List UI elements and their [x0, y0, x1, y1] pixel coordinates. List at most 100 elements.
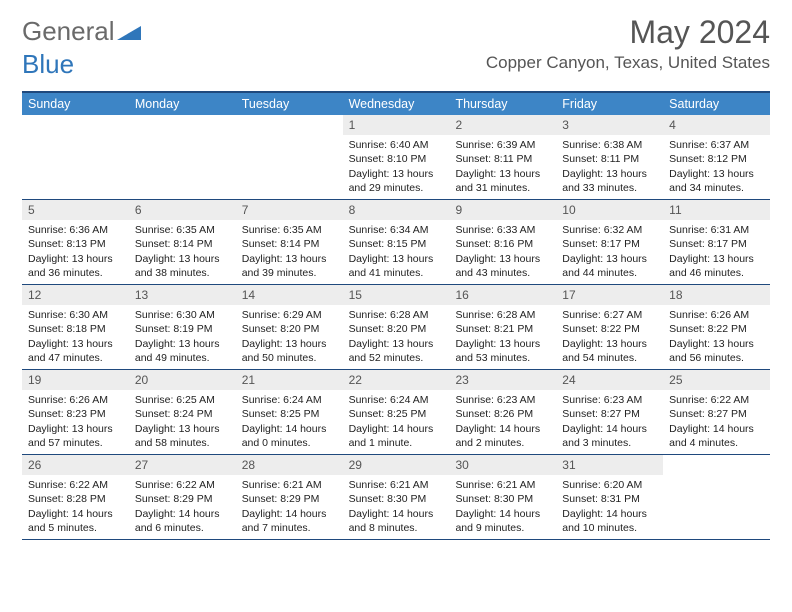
day-body: Sunrise: 6:22 AMSunset: 8:28 PMDaylight:… [22, 475, 129, 539]
daylight-text: Daylight: 14 hours and 9 minutes. [455, 507, 550, 535]
day-body: Sunrise: 6:26 AMSunset: 8:22 PMDaylight:… [663, 305, 770, 369]
calendar-day: 26Sunrise: 6:22 AMSunset: 8:28 PMDayligh… [22, 455, 129, 539]
calendar-day: 29Sunrise: 6:21 AMSunset: 8:30 PMDayligh… [343, 455, 450, 539]
sunrise-text: Sunrise: 6:24 AM [242, 393, 337, 407]
calendar-day: 3Sunrise: 6:38 AMSunset: 8:11 PMDaylight… [556, 115, 663, 199]
calendar-day: 24Sunrise: 6:23 AMSunset: 8:27 PMDayligh… [556, 370, 663, 454]
calendar-day: 7Sunrise: 6:35 AMSunset: 8:14 PMDaylight… [236, 200, 343, 284]
calendar-day: 31Sunrise: 6:20 AMSunset: 8:31 PMDayligh… [556, 455, 663, 539]
sunset-text: Sunset: 8:25 PM [349, 407, 444, 421]
calendar-day: 4Sunrise: 6:37 AMSunset: 8:12 PMDaylight… [663, 115, 770, 199]
calendar-day: 17Sunrise: 6:27 AMSunset: 8:22 PMDayligh… [556, 285, 663, 369]
day-number: 3 [556, 115, 663, 135]
day-body: Sunrise: 6:32 AMSunset: 8:17 PMDaylight:… [556, 220, 663, 284]
calendar: Sunday Monday Tuesday Wednesday Thursday… [22, 91, 770, 540]
daylight-text: Daylight: 14 hours and 6 minutes. [135, 507, 230, 535]
sunset-text: Sunset: 8:10 PM [349, 152, 444, 166]
daylight-text: Daylight: 13 hours and 57 minutes. [28, 422, 123, 450]
sunrise-text: Sunrise: 6:28 AM [349, 308, 444, 322]
calendar-day: 11Sunrise: 6:31 AMSunset: 8:17 PMDayligh… [663, 200, 770, 284]
sunset-text: Sunset: 8:13 PM [28, 237, 123, 251]
day-body: Sunrise: 6:33 AMSunset: 8:16 PMDaylight:… [449, 220, 556, 284]
sunset-text: Sunset: 8:27 PM [562, 407, 657, 421]
day-body: Sunrise: 6:22 AMSunset: 8:27 PMDaylight:… [663, 390, 770, 454]
calendar-day: 16Sunrise: 6:28 AMSunset: 8:21 PMDayligh… [449, 285, 556, 369]
calendar-day: 28Sunrise: 6:21 AMSunset: 8:29 PMDayligh… [236, 455, 343, 539]
day-number: 19 [22, 370, 129, 390]
sunrise-text: Sunrise: 6:34 AM [349, 223, 444, 237]
sunset-text: Sunset: 8:22 PM [562, 322, 657, 336]
weekday-header: Saturday [663, 93, 770, 115]
sunset-text: Sunset: 8:15 PM [349, 237, 444, 251]
day-number: 21 [236, 370, 343, 390]
sunrise-text: Sunrise: 6:22 AM [135, 478, 230, 492]
sunset-text: Sunset: 8:29 PM [135, 492, 230, 506]
day-body: Sunrise: 6:37 AMSunset: 8:12 PMDaylight:… [663, 135, 770, 199]
day-number: 23 [449, 370, 556, 390]
calendar-day: 8Sunrise: 6:34 AMSunset: 8:15 PMDaylight… [343, 200, 450, 284]
day-number: 31 [556, 455, 663, 475]
daylight-text: Daylight: 13 hours and 29 minutes. [349, 167, 444, 195]
calendar-day: 10Sunrise: 6:32 AMSunset: 8:17 PMDayligh… [556, 200, 663, 284]
sunrise-text: Sunrise: 6:25 AM [135, 393, 230, 407]
day-body: Sunrise: 6:22 AMSunset: 8:29 PMDaylight:… [129, 475, 236, 539]
calendar-day: 13Sunrise: 6:30 AMSunset: 8:19 PMDayligh… [129, 285, 236, 369]
day-body: Sunrise: 6:29 AMSunset: 8:20 PMDaylight:… [236, 305, 343, 369]
sunrise-text: Sunrise: 6:27 AM [562, 308, 657, 322]
calendar-day: 27Sunrise: 6:22 AMSunset: 8:29 PMDayligh… [129, 455, 236, 539]
daylight-text: Daylight: 13 hours and 41 minutes. [349, 252, 444, 280]
daylight-text: Daylight: 14 hours and 1 minute. [349, 422, 444, 450]
calendar-day [129, 115, 236, 199]
sunrise-text: Sunrise: 6:26 AM [669, 308, 764, 322]
sunset-text: Sunset: 8:26 PM [455, 407, 550, 421]
sunrise-text: Sunrise: 6:23 AM [455, 393, 550, 407]
daylight-text: Daylight: 13 hours and 58 minutes. [135, 422, 230, 450]
daylight-text: Daylight: 14 hours and 0 minutes. [242, 422, 337, 450]
calendar-week: 26Sunrise: 6:22 AMSunset: 8:28 PMDayligh… [22, 455, 770, 540]
daylight-text: Daylight: 13 hours and 56 minutes. [669, 337, 764, 365]
calendar-day: 22Sunrise: 6:24 AMSunset: 8:25 PMDayligh… [343, 370, 450, 454]
calendar-day: 2Sunrise: 6:39 AMSunset: 8:11 PMDaylight… [449, 115, 556, 199]
sunset-text: Sunset: 8:20 PM [349, 322, 444, 336]
day-body: Sunrise: 6:36 AMSunset: 8:13 PMDaylight:… [22, 220, 129, 284]
day-number: 17 [556, 285, 663, 305]
sunset-text: Sunset: 8:14 PM [242, 237, 337, 251]
calendar-day: 20Sunrise: 6:25 AMSunset: 8:24 PMDayligh… [129, 370, 236, 454]
day-number: 4 [663, 115, 770, 135]
daylight-text: Daylight: 14 hours and 2 minutes. [455, 422, 550, 450]
sunrise-text: Sunrise: 6:35 AM [135, 223, 230, 237]
sunset-text: Sunset: 8:30 PM [455, 492, 550, 506]
daylight-text: Daylight: 13 hours and 33 minutes. [562, 167, 657, 195]
calendar-day: 9Sunrise: 6:33 AMSunset: 8:16 PMDaylight… [449, 200, 556, 284]
daylight-text: Daylight: 13 hours and 47 minutes. [28, 337, 123, 365]
sunset-text: Sunset: 8:23 PM [28, 407, 123, 421]
day-number: 15 [343, 285, 450, 305]
sunrise-text: Sunrise: 6:40 AM [349, 138, 444, 152]
day-body: Sunrise: 6:23 AMSunset: 8:27 PMDaylight:… [556, 390, 663, 454]
day-number: 7 [236, 200, 343, 220]
day-number: 29 [343, 455, 450, 475]
weekday-header: Wednesday [343, 93, 450, 115]
day-body: Sunrise: 6:27 AMSunset: 8:22 PMDaylight:… [556, 305, 663, 369]
weekday-header: Sunday [22, 93, 129, 115]
calendar-day [663, 455, 770, 539]
sunrise-text: Sunrise: 6:28 AM [455, 308, 550, 322]
daylight-text: Daylight: 13 hours and 50 minutes. [242, 337, 337, 365]
sunrise-text: Sunrise: 6:30 AM [135, 308, 230, 322]
day-body: Sunrise: 6:20 AMSunset: 8:31 PMDaylight:… [556, 475, 663, 539]
day-body: Sunrise: 6:23 AMSunset: 8:26 PMDaylight:… [449, 390, 556, 454]
weekday-header: Tuesday [236, 93, 343, 115]
day-number: 26 [22, 455, 129, 475]
sunrise-text: Sunrise: 6:21 AM [349, 478, 444, 492]
daylight-text: Daylight: 14 hours and 8 minutes. [349, 507, 444, 535]
daylight-text: Daylight: 13 hours and 39 minutes. [242, 252, 337, 280]
day-number: 25 [663, 370, 770, 390]
calendar-day: 15Sunrise: 6:28 AMSunset: 8:20 PMDayligh… [343, 285, 450, 369]
sunset-text: Sunset: 8:14 PM [135, 237, 230, 251]
day-body: Sunrise: 6:35 AMSunset: 8:14 PMDaylight:… [236, 220, 343, 284]
daylight-text: Daylight: 13 hours and 43 minutes. [455, 252, 550, 280]
sunrise-text: Sunrise: 6:21 AM [242, 478, 337, 492]
sunset-text: Sunset: 8:29 PM [242, 492, 337, 506]
daylight-text: Daylight: 14 hours and 3 minutes. [562, 422, 657, 450]
calendar-day: 18Sunrise: 6:26 AMSunset: 8:22 PMDayligh… [663, 285, 770, 369]
